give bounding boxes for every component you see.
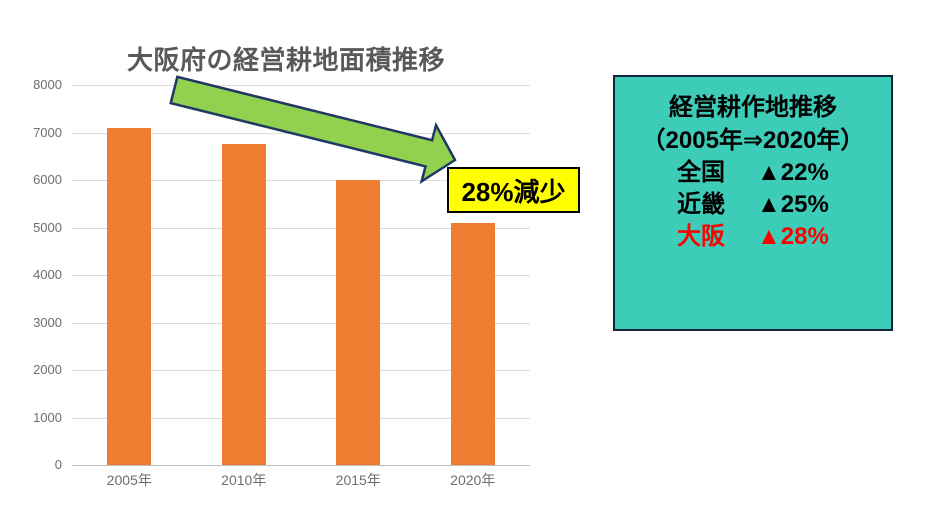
y-axis-label-8000: 8000 xyxy=(33,77,62,92)
info-row-value: ▲22% xyxy=(757,159,829,186)
info-box-title: 経営耕作地推移 xyxy=(669,94,837,121)
x-axis-label-2010年: 2010年 xyxy=(221,472,267,488)
bar-2005年 xyxy=(107,127,152,465)
y-axis-label-3000: 3000 xyxy=(33,314,62,330)
info-row-region: 近畿 xyxy=(677,191,725,218)
y-axis-label-7000: 7000 xyxy=(33,124,62,140)
info-row-value: ▲28% xyxy=(757,223,829,250)
bar-2010年 xyxy=(221,144,266,465)
y-axis-label-6000: 6000 xyxy=(33,172,62,187)
trend-arrow-shape xyxy=(169,75,457,185)
info-row-region: 全国 xyxy=(677,159,725,186)
info-row-全国: 全国 ▲22% xyxy=(615,157,891,189)
gridline-0 xyxy=(72,465,530,466)
gridline-8000 xyxy=(72,85,530,86)
x-axis-label-2005年: 2005年 xyxy=(106,472,152,488)
info-row-value: ▲25% xyxy=(757,191,829,218)
gridline-1000 xyxy=(72,417,530,419)
x-axis-label-2020年: 2020年 xyxy=(450,472,496,488)
y-axis-label-0: 0 xyxy=(54,457,62,472)
chart-title: 大阪府の経営耕地面積推移 xyxy=(126,45,445,75)
y-axis-label-5000: 5000 xyxy=(33,219,62,235)
info-row-近畿: 近畿 ▲25% xyxy=(615,189,891,221)
y-axis-label-4000: 4000 xyxy=(33,267,62,282)
y-axis-label-1000: 1000 xyxy=(33,409,62,425)
bar-2015年 xyxy=(336,180,381,465)
gridline-4000 xyxy=(72,275,530,276)
x-axis-label-2015年: 2015年 xyxy=(335,472,381,488)
info-row-region: 大阪 xyxy=(677,223,725,250)
y-axis-label-2000: 2000 xyxy=(33,362,62,377)
info-box-rows: 全国 ▲22% 近畿 ▲25% 大阪 ▲28% xyxy=(615,157,891,253)
decrease-callout: 28%減少 xyxy=(447,167,580,213)
bar-2020年 xyxy=(450,222,495,465)
gridline-5000 xyxy=(72,227,530,229)
info-row-大阪: 大阪 ▲28% xyxy=(615,221,891,253)
info-box-subtitle: （2005年⇒2020年） xyxy=(641,127,865,154)
gridline-3000 xyxy=(72,322,530,324)
info-box: 経営耕作地推移 （2005年⇒2020年） 全国 ▲22% 近畿 ▲25% 大阪 ▲28% xyxy=(613,75,893,331)
gridline-2000 xyxy=(72,370,530,371)
